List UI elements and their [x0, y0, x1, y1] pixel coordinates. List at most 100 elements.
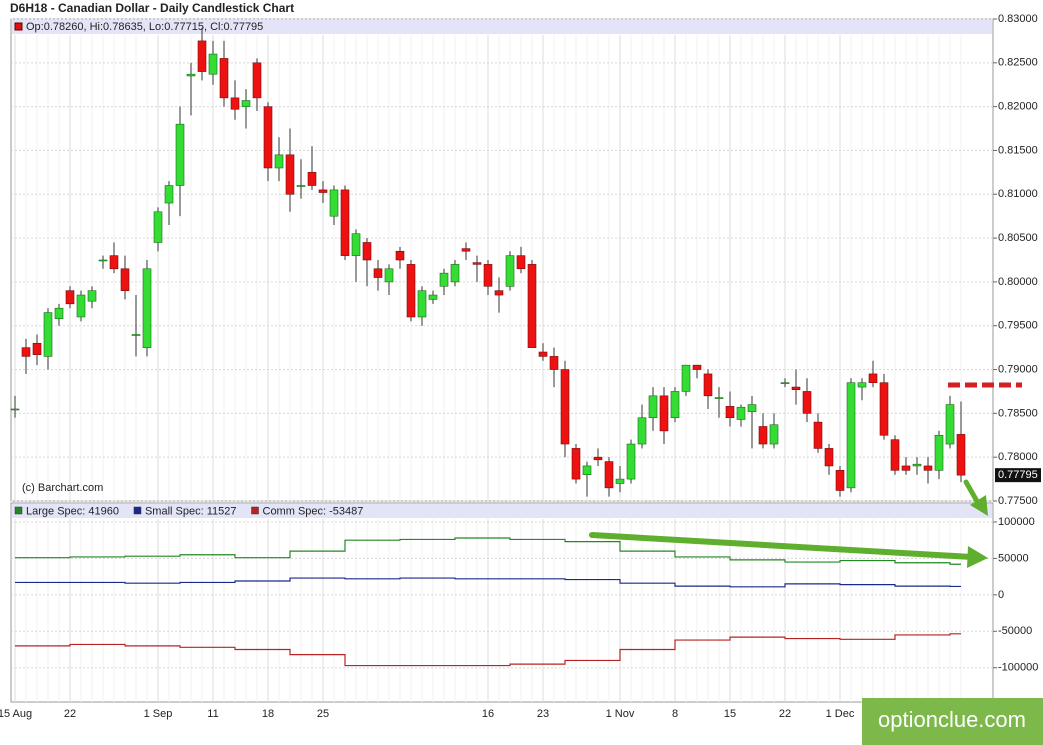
candle-body	[109, 255, 119, 270]
candle-body	[582, 465, 592, 476]
candle-body	[340, 189, 350, 256]
watermark: optionclue.com	[878, 707, 1026, 732]
legend-label: Comm Spec: -53487	[263, 505, 364, 517]
candle-body	[934, 434, 944, 471]
y-tick-label: 0.77500	[998, 495, 1038, 507]
candle-body	[516, 255, 526, 270]
candle-body	[868, 373, 878, 383]
candle-body	[923, 465, 933, 471]
candle-body	[846, 382, 856, 489]
cot-line	[15, 577, 961, 588]
candle-body	[538, 351, 548, 357]
candle-body	[725, 406, 735, 419]
candle-body	[824, 448, 834, 467]
candle-body	[549, 356, 559, 370]
x-tick-label: 1 Sep	[144, 708, 173, 720]
candle-body	[604, 461, 614, 489]
candle-body	[296, 185, 306, 187]
legend-swatch	[251, 506, 259, 515]
candle-body	[98, 259, 108, 262]
info-bar	[12, 20, 992, 34]
watermark-box	[862, 698, 1043, 745]
x-tick-label: 22	[64, 708, 76, 720]
candle-body	[241, 100, 251, 107]
candle-body	[483, 264, 493, 287]
last-price: 0.77795	[998, 469, 1038, 481]
candle-body	[230, 97, 240, 110]
legend-label: Small Spec: 11527	[145, 505, 237, 517]
x-tick-label: 1 Dec	[826, 708, 855, 720]
candle-body	[87, 290, 97, 302]
candle-body	[945, 404, 955, 445]
y-tick-label: 0.80000	[998, 276, 1038, 288]
y-tick-label: 0.80500	[998, 232, 1038, 244]
legend-label: Large Spec: 41960	[26, 505, 119, 517]
marks	[10, 27, 966, 667]
candle-body	[461, 248, 471, 252]
candle-body	[780, 382, 790, 384]
candle-body	[593, 456, 603, 461]
candle-body	[76, 294, 86, 318]
cot-line	[15, 537, 961, 565]
down-arrow	[963, 479, 981, 506]
info-swatch	[14, 22, 23, 31]
candle-body	[472, 262, 482, 265]
candle-body	[263, 106, 273, 169]
candle-body	[615, 478, 625, 484]
candle-body	[494, 290, 504, 296]
candle-body	[560, 369, 570, 445]
y-tick-label: 0.82000	[998, 101, 1038, 113]
candle-body	[747, 404, 757, 412]
candle-body	[142, 268, 152, 348]
candle-body	[164, 185, 174, 204]
candle-body	[395, 250, 405, 261]
candle-body	[571, 448, 581, 480]
candle-body	[208, 53, 218, 75]
x-tick-label: 23	[537, 708, 549, 720]
candle-body	[901, 465, 911, 471]
trend-arrow	[589, 532, 975, 560]
x-tick-label: 22	[779, 708, 791, 720]
candle-body	[384, 268, 394, 283]
candle-body	[505, 255, 515, 287]
candle-body	[65, 290, 75, 305]
candle-body	[219, 58, 229, 99]
candle-body	[956, 434, 966, 476]
candle-body	[175, 123, 185, 186]
candle-body	[835, 470, 845, 491]
candle-body	[351, 233, 361, 256]
candle-body	[406, 264, 416, 318]
y-tick-label: 100000	[998, 516, 1035, 528]
y-tick-label: 0.81000	[998, 188, 1038, 200]
x-tick-label: 15	[724, 708, 736, 720]
y-tick-label: 0.78500	[998, 407, 1038, 419]
y-tick-label: 0.78000	[998, 451, 1038, 463]
candle-body	[439, 272, 449, 287]
candle-body	[197, 40, 207, 72]
candle-body	[703, 373, 713, 397]
y-tick-label: 0.82500	[998, 57, 1038, 69]
candle-body	[417, 290, 427, 318]
x-tick-label: 18	[262, 708, 274, 720]
candle-body	[307, 172, 317, 186]
cot-line	[15, 633, 961, 667]
last-price-box	[995, 468, 1041, 483]
candle-body	[10, 408, 20, 411]
y-tick-label: 0.81500	[998, 144, 1038, 156]
candle-body	[758, 426, 768, 445]
candle-body	[252, 62, 262, 99]
candle-body	[736, 406, 746, 420]
y-tick-label: 0	[998, 589, 1004, 601]
candle-body	[527, 264, 537, 348]
x-tick-label: 8	[672, 708, 678, 720]
candle-body	[769, 424, 779, 445]
candle-body	[131, 334, 141, 336]
candle-body	[681, 364, 691, 392]
candle-body	[879, 382, 889, 436]
candle-body	[285, 154, 295, 195]
candle-body	[43, 312, 53, 357]
candle-body	[186, 73, 196, 77]
candle-body	[318, 189, 328, 193]
candle-body	[912, 463, 922, 467]
